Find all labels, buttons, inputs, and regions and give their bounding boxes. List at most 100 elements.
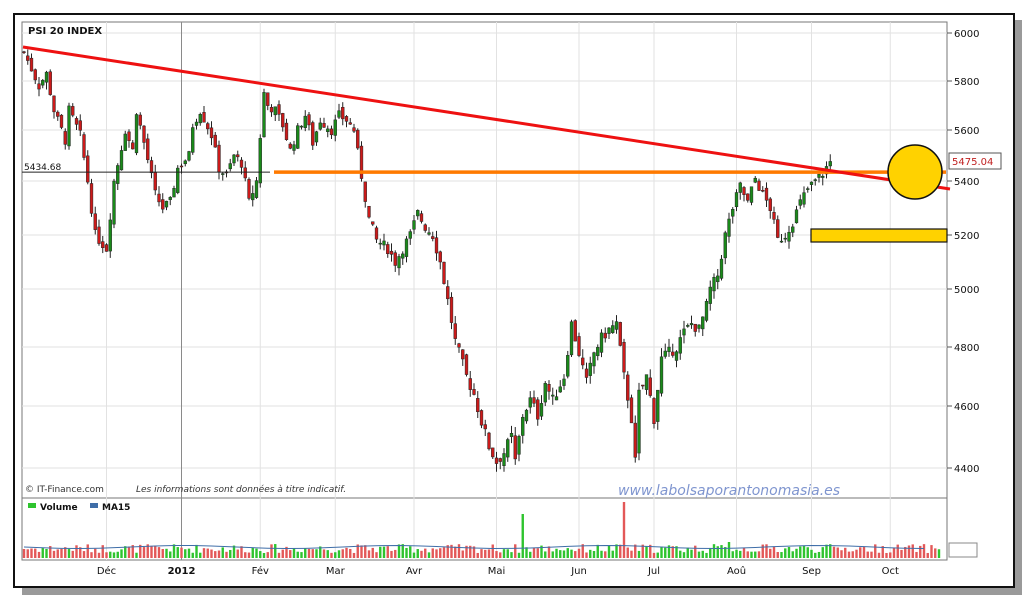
candle-body: [26, 55, 30, 61]
volume-bar: [622, 502, 626, 558]
volume-bar: [199, 552, 202, 558]
volume-bar: [705, 552, 708, 558]
candle-body: [149, 160, 154, 174]
price-axis: 6000 5800 5600 5400 5200 5000 4800 4600 4400: [947, 29, 979, 475]
candle-body: [172, 188, 176, 198]
volume-bar: [720, 545, 723, 558]
candle-body: [577, 336, 581, 356]
volume-bar: [49, 546, 52, 558]
volume-bar: [465, 545, 468, 558]
candle-body: [581, 357, 585, 366]
candle-body: [97, 226, 101, 244]
volume-bar: [825, 544, 828, 558]
candle-body: [528, 397, 532, 408]
volume-bar: [420, 550, 423, 558]
candle-body: [573, 320, 577, 342]
volume-bar: [487, 549, 491, 558]
volume-bar: [855, 549, 858, 558]
volume-bar: [615, 544, 618, 558]
volume-legend-swatch: [28, 503, 36, 508]
candle-body: [487, 432, 491, 450]
volume-bar: [645, 546, 648, 558]
candle-body: [303, 115, 307, 128]
candle-body: [67, 105, 71, 147]
volume-bar: [877, 552, 881, 558]
volume-bar: [836, 547, 839, 558]
candle-body: [281, 113, 285, 128]
volume-bar: [551, 551, 554, 558]
candle-body: [476, 398, 480, 413]
candle-body: [419, 213, 424, 222]
volume-bar: [202, 548, 206, 558]
volume-bar: [300, 552, 303, 558]
candle-body: [719, 258, 724, 279]
candle-body: [802, 192, 806, 205]
volume-bar: [75, 545, 78, 558]
volume-bar: [401, 544, 404, 558]
candle-body: [689, 323, 694, 326]
volume-bar: [157, 547, 161, 558]
last-price-tag: [948, 152, 1002, 170]
candle-body: [322, 123, 326, 128]
candle-body: [746, 193, 750, 201]
volume-bar: [259, 551, 262, 558]
volume-bar: [934, 548, 937, 558]
candle-body: [337, 110, 341, 118]
candle-body: [157, 193, 161, 203]
volume-bar: [217, 550, 221, 558]
candle-body: [761, 190, 765, 192]
ma-legend-swatch: [90, 503, 98, 508]
candle-body: [104, 244, 109, 252]
volume-bar: [172, 544, 176, 558]
candle-body: [307, 114, 311, 126]
candle-body: [472, 389, 476, 395]
volume-bar: [547, 546, 551, 558]
price-panel: [21, 21, 948, 499]
volume-bar: [135, 552, 138, 558]
candle-body: [213, 134, 217, 148]
reference-label: 5434.68: [24, 163, 61, 173]
time-tick-label: Oct: [882, 566, 899, 577]
volume-bar: [52, 550, 56, 558]
volume-bar: [270, 544, 273, 558]
candle-body: [326, 128, 330, 132]
time-tick-label: Mai: [488, 566, 506, 577]
candle-body: [431, 236, 435, 239]
price-tick-label: 5400: [954, 177, 979, 188]
candle-body: [29, 57, 34, 72]
volume-bar: [742, 547, 746, 558]
candle-body: [191, 127, 195, 153]
candle-body: [704, 301, 709, 321]
volume-bar: [431, 548, 434, 558]
volume-bar: [206, 548, 209, 558]
candle-body: [116, 165, 120, 184]
volume-bar: [889, 552, 892, 558]
candle-body: [656, 389, 660, 422]
volume-bars: [22, 502, 941, 558]
volume-bar: [195, 544, 198, 558]
volume-bar: [581, 544, 584, 558]
candle-body: [468, 378, 472, 390]
candle-body: [498, 458, 502, 462]
volume-bar: [802, 545, 806, 558]
volume-bar: [626, 547, 629, 558]
time-tick-label: Jun: [570, 566, 587, 577]
volume-bar: [937, 549, 941, 558]
candle-body: [236, 154, 240, 158]
volume-bar: [450, 544, 453, 558]
volume-bar: [345, 547, 348, 558]
volume-bar: [442, 547, 446, 558]
volume-bar: [330, 552, 333, 558]
volume-bar: [922, 544, 926, 558]
candle-body: [198, 114, 202, 124]
volume-bar: [592, 550, 596, 558]
volume-bar: [915, 551, 918, 558]
volume-bar: [386, 546, 389, 558]
volume-bar: [919, 545, 922, 558]
volume-bar: [817, 551, 821, 558]
candle-body: [783, 237, 787, 240]
candle-body: [221, 173, 225, 175]
volume-bar: [930, 545, 933, 558]
volume-bar: [307, 548, 311, 558]
volume-bar: [829, 544, 832, 558]
